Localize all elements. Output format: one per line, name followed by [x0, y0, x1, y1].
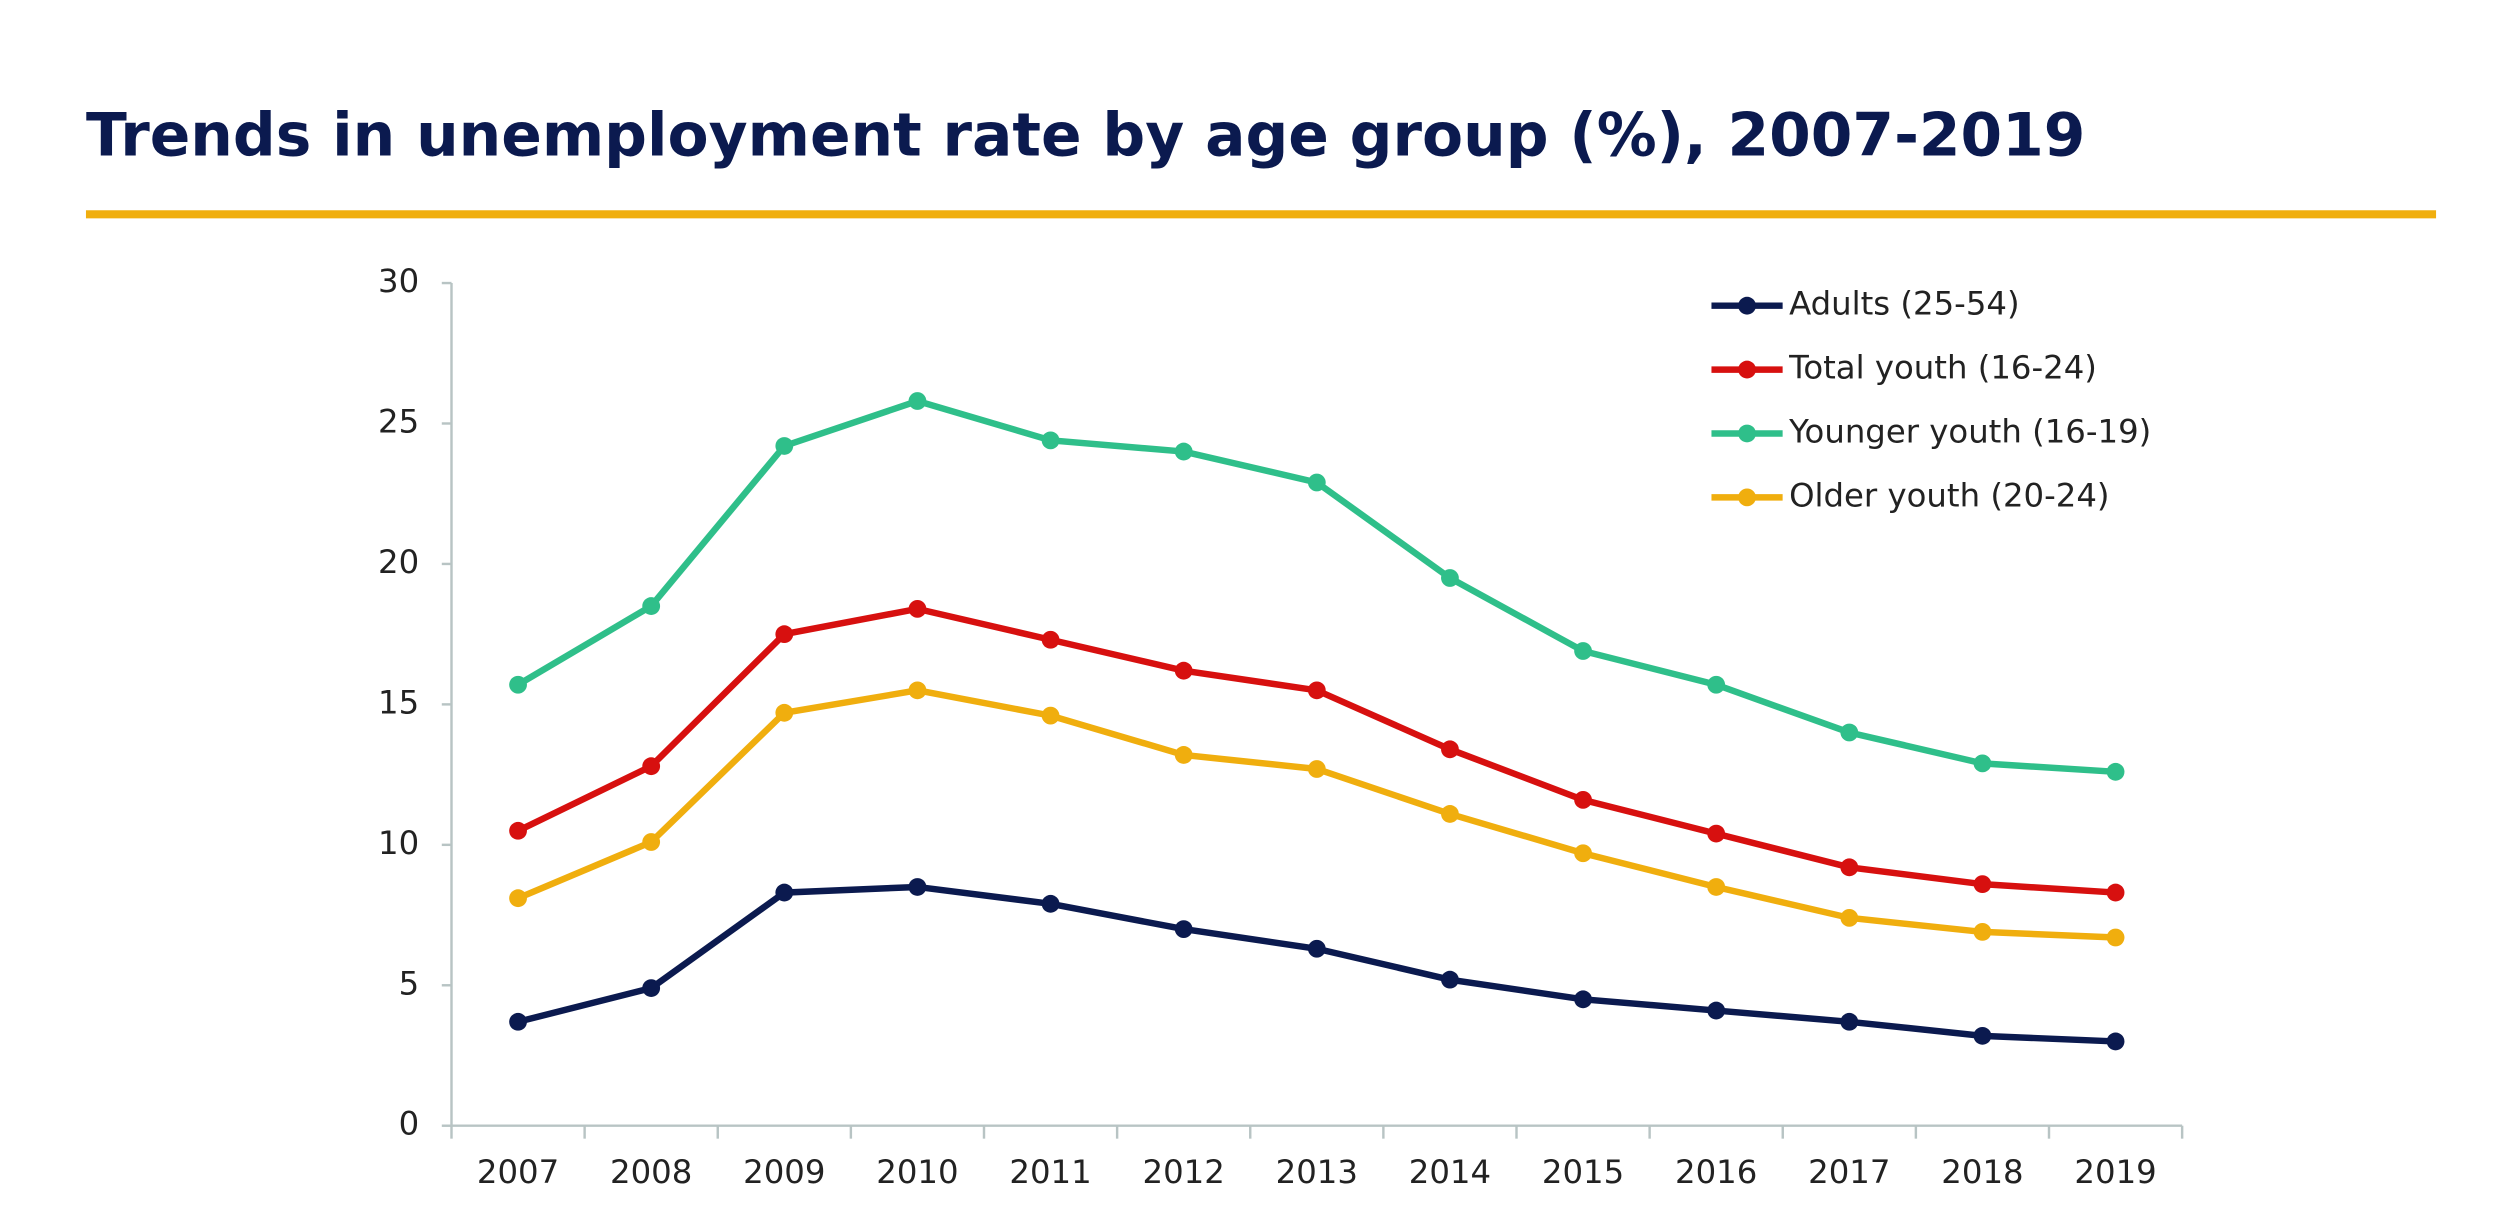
- y-tick-label: 30: [378, 262, 419, 300]
- data-point: [642, 979, 661, 997]
- data-point: [1840, 908, 1859, 927]
- data-point: [2106, 762, 2125, 781]
- data-point: [908, 878, 927, 896]
- x-tick-label: 2017: [1808, 1153, 1890, 1191]
- x-tick-label: 2016: [1675, 1153, 1757, 1191]
- data-point: [642, 757, 661, 776]
- data-point: [1441, 805, 1459, 823]
- y-tick-label: 0: [399, 1105, 420, 1143]
- x-tick-label: 2019: [2074, 1153, 2156, 1191]
- data-point: [775, 625, 794, 644]
- x-tick-label: 2018: [1941, 1153, 2023, 1191]
- data-point: [642, 833, 661, 851]
- data-point: [1041, 894, 1060, 913]
- data-point: [1441, 740, 1459, 759]
- data-point: [775, 437, 794, 455]
- x-tick-label: 2013: [1276, 1153, 1358, 1191]
- data-point: [908, 681, 927, 700]
- data-point: [2106, 928, 2125, 947]
- data-point: [509, 821, 527, 840]
- data-point: [1840, 723, 1859, 742]
- x-tick-label: 2012: [1143, 1153, 1225, 1191]
- x-tick-label: 2007: [477, 1153, 559, 1191]
- series-line: [516, 397, 2116, 776]
- data-point: [775, 703, 794, 722]
- x-tick-label: 2009: [743, 1153, 825, 1191]
- data-point: [1441, 970, 1459, 989]
- legend-marker: [1738, 488, 1756, 507]
- data-point: [1707, 878, 1726, 896]
- x-tick-label: 2011: [1009, 1153, 1091, 1191]
- series-line: [517, 883, 2116, 1045]
- data-point: [1840, 1012, 1859, 1031]
- data-point: [1174, 661, 1193, 680]
- x-tick-label: 2008: [610, 1153, 692, 1191]
- y-tick-label: 15: [378, 683, 419, 721]
- y-tick-label: 20: [378, 543, 419, 581]
- data-point: [1174, 920, 1193, 938]
- series-line: [516, 687, 2116, 941]
- legend-label: Younger youth (16-19): [1788, 412, 2151, 450]
- data-point: [908, 392, 927, 410]
- data-point: [775, 883, 794, 902]
- data-point: [1707, 1001, 1726, 1020]
- data-point: [1574, 642, 1592, 660]
- data-point: [1707, 824, 1726, 843]
- y-tick-label: 5: [399, 964, 420, 1002]
- data-point: [2106, 883, 2125, 902]
- y-tick-label: 25: [378, 402, 419, 440]
- data-point: [1840, 858, 1859, 877]
- data-point: [509, 889, 527, 908]
- series-line: [516, 605, 2116, 896]
- chart-title: Trends in unemployment rate by age group…: [86, 101, 2085, 171]
- data-point: [1707, 675, 1726, 694]
- legend-label: Older youth (20-24): [1789, 476, 2109, 514]
- x-tick-label: 2015: [1542, 1153, 1624, 1191]
- data-point: [1973, 754, 1992, 773]
- data-point: [642, 597, 661, 615]
- x-tick-label: 2010: [876, 1153, 958, 1191]
- data-point: [1973, 1026, 1992, 1045]
- data-point: [1307, 939, 1326, 958]
- data-point: [1973, 923, 1992, 941]
- legend-label: Adults (25-54): [1789, 285, 2020, 323]
- legend-marker: [1738, 360, 1756, 379]
- data-point: [1174, 442, 1193, 461]
- title-rule: [85, 210, 2437, 219]
- data-point: [2106, 1032, 2125, 1051]
- data-point: [1441, 569, 1459, 587]
- data-point: [509, 1012, 527, 1031]
- data-point: [1174, 746, 1193, 764]
- data-point: [1574, 790, 1592, 809]
- data-point: [1307, 760, 1326, 778]
- data-point: [1574, 844, 1592, 863]
- legend-marker: [1738, 424, 1756, 443]
- data-point: [908, 599, 927, 618]
- data-point: [509, 675, 527, 694]
- data-point: [1307, 473, 1326, 492]
- legend-marker: [1738, 296, 1756, 315]
- data-point: [1574, 990, 1592, 1009]
- data-point: [1041, 431, 1060, 450]
- data-point: [1307, 681, 1326, 700]
- data-point: [1041, 706, 1060, 725]
- data-point: [1041, 630, 1060, 649]
- legend-label: Total youth (16-24): [1788, 349, 2097, 387]
- x-tick-label: 2014: [1409, 1153, 1491, 1191]
- y-tick-label: 10: [378, 824, 419, 862]
- data-point: [1973, 875, 1992, 894]
